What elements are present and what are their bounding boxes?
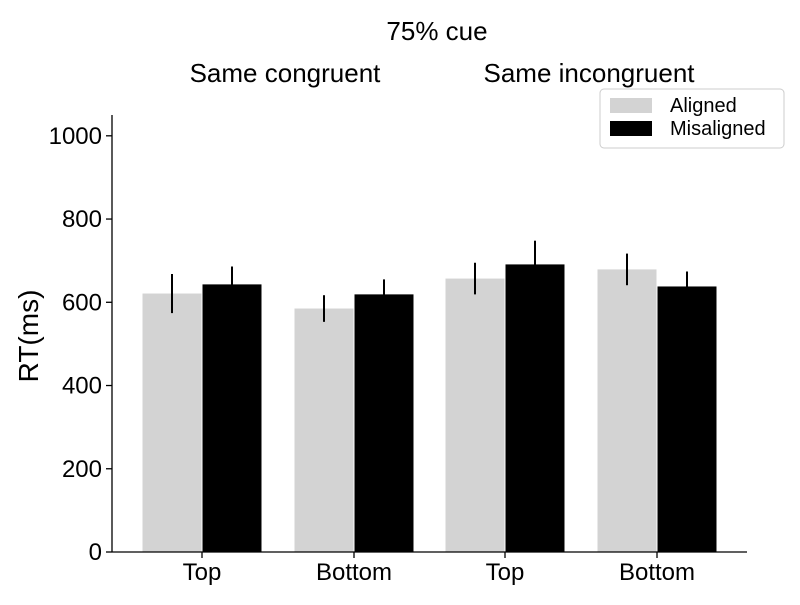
x-tick-label-3: Bottom [619,559,695,586]
bars-layer [142,264,717,552]
chart-title: 75% cue [386,16,487,46]
y-axis-label: RT(ms) [13,290,44,383]
group-label-same-congruent: Same congruent [190,58,382,88]
bar-aligned-2 [445,278,505,552]
error-bars-layer [171,240,688,322]
x-tick-label-0: Top [183,559,222,586]
legend-label-misaligned: Misaligned [670,118,766,140]
bar-aligned-1 [294,308,354,552]
axes-layer: 0 200 400 600 800 1000 Top Bottom Top Bottom [49,115,747,586]
legend-swatch-misaligned [610,121,652,136]
legend-swatch-aligned [610,98,652,113]
y-tick-label-200: 200 [62,456,102,483]
legend-label-aligned: Aligned [670,95,737,117]
y-tick-label-1000: 1000 [49,123,102,150]
bar-misaligned-0 [202,284,262,552]
bar-misaligned-3 [657,286,717,552]
y-tick-label-400: 400 [62,373,102,400]
y-tick-label-0: 0 [89,539,102,566]
y-tick-label-600: 600 [62,289,102,316]
bar-misaligned-1 [354,294,414,552]
bar-misaligned-2 [505,264,565,552]
bar-aligned-3 [597,269,657,552]
y-tick-label-800: 800 [62,206,102,233]
bar-aligned-0 [142,293,202,552]
x-tick-label-2: Top [486,559,525,586]
group-label-same-incongruent: Same incongruent [483,58,695,88]
x-tick-label-1: Bottom [316,559,392,586]
